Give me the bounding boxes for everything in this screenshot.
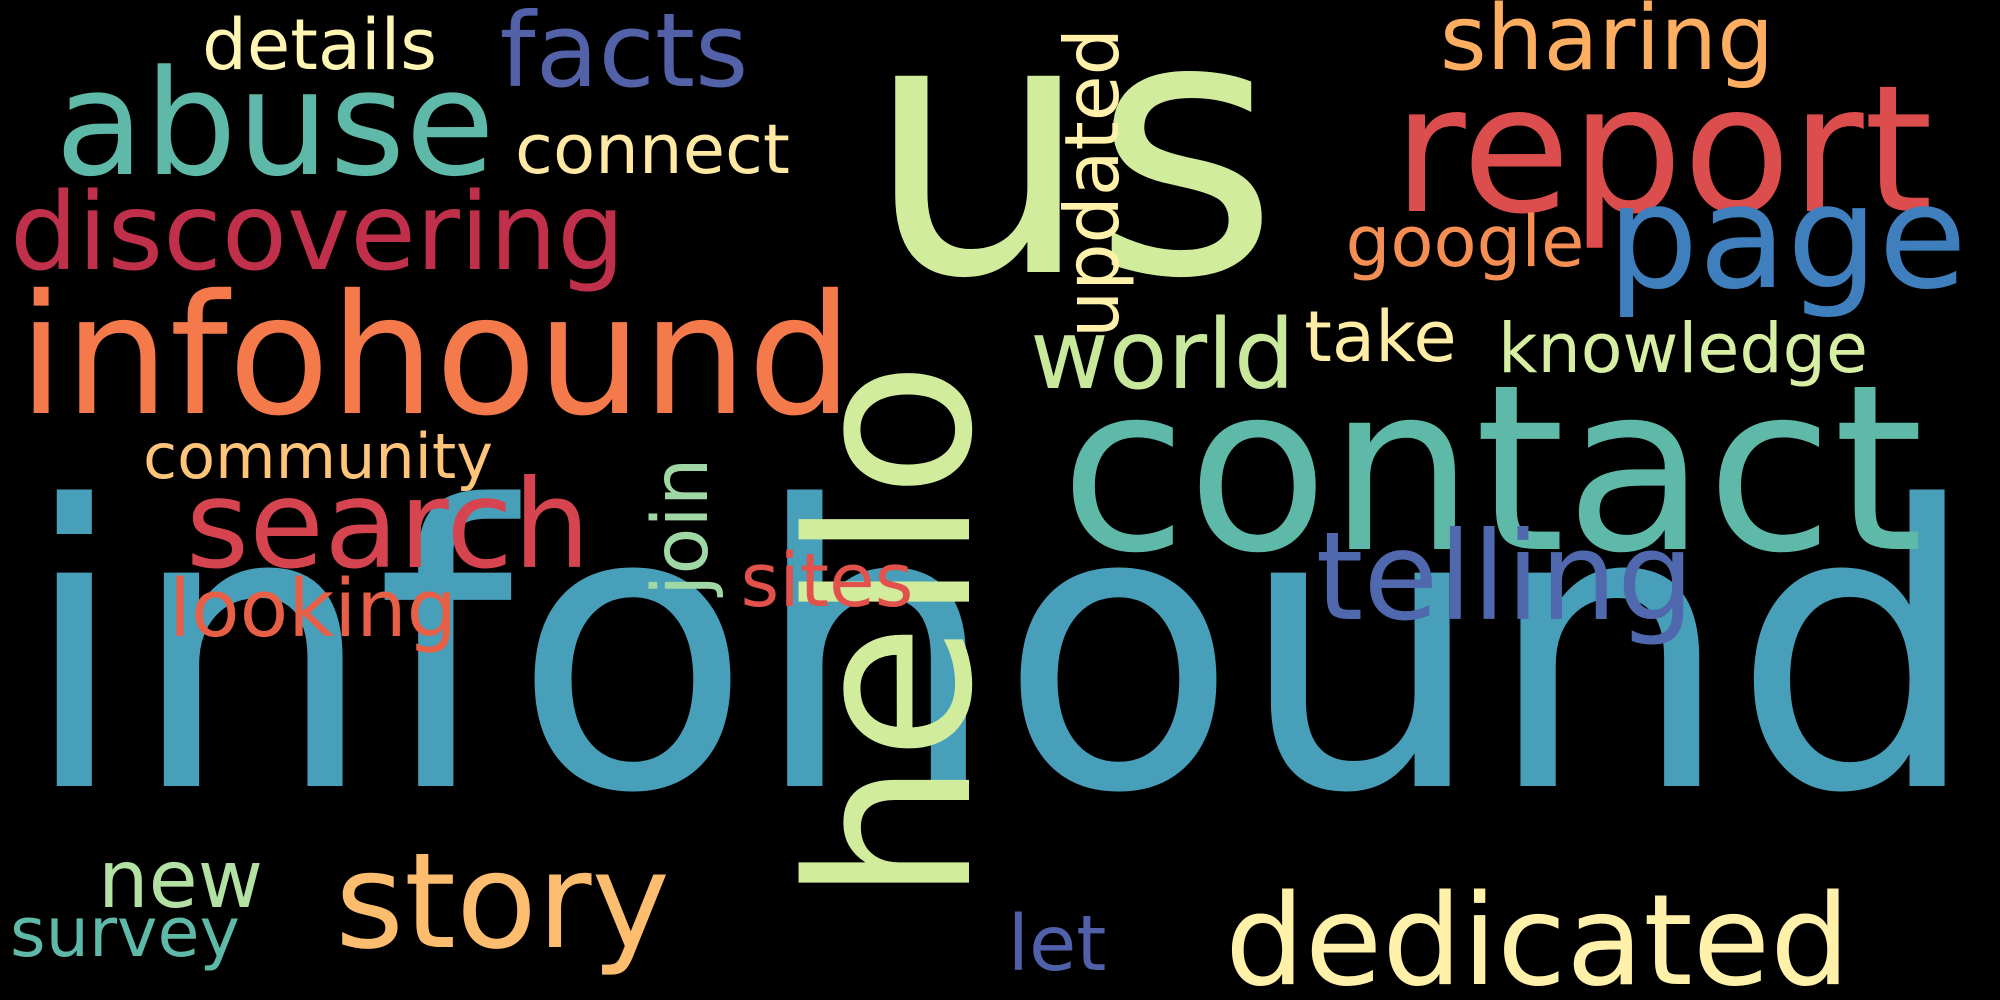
word-contact: contact — [1060, 335, 1924, 604]
word-dedicated: dedicated — [1225, 866, 1850, 1000]
word-take: take — [1304, 296, 1457, 379]
word-looking: looking — [168, 562, 458, 656]
word-infohound2: infohound — [18, 259, 853, 453]
word-infohound: infohound — [20, 424, 1980, 879]
word-us: us — [864, 0, 1280, 357]
word-survey: survey — [10, 893, 240, 973]
word-details: details — [202, 4, 437, 87]
word-page: page — [1607, 152, 1967, 321]
word-world: world — [1030, 299, 1295, 412]
word-discovering: discovering — [10, 170, 625, 295]
word-telling: telling — [1315, 505, 1695, 648]
word-story: story — [335, 825, 670, 980]
word-google: google — [1345, 201, 1585, 284]
word-join: join — [636, 457, 726, 597]
word-knowledge: knowledge — [1498, 310, 1868, 390]
word-community: community — [143, 419, 493, 493]
word-search: search — [185, 453, 591, 596]
word-sharing: sharing — [1439, 0, 1775, 92]
word-updated: updated — [1048, 28, 1136, 338]
word-report: report — [1393, 46, 1933, 253]
word-sites: sites — [740, 536, 914, 624]
word-let: let — [1007, 899, 1107, 989]
word-connect: connect — [515, 109, 790, 190]
word-new: new — [98, 833, 263, 927]
word-facts: facts — [499, 0, 749, 111]
word-abuse: abuse — [55, 40, 495, 210]
